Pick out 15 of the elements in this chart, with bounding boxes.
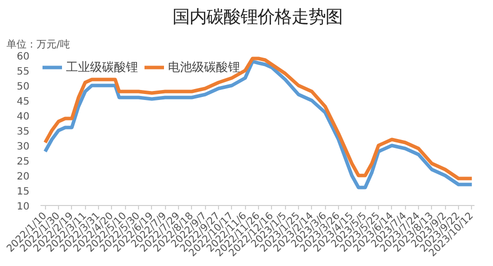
y-tick-label: 40 <box>16 112 30 122</box>
y-tick-label: 30 <box>16 142 30 152</box>
chart-title: 国内碳酸锂价格走势图 <box>172 8 342 28</box>
y-tick-label: 35 <box>16 126 30 138</box>
text: 单位：万元/吨 <box>6 38 70 50</box>
y-tick-label: 60 <box>16 52 30 62</box>
y-tick-label: 50 <box>16 82 30 92</box>
legend-label: 电池级碳酸锂 <box>168 58 240 76</box>
y-tick-label: 25 <box>16 156 30 168</box>
y-tick-label: 10 <box>16 202 30 212</box>
y-tick-label: 45 <box>16 96 30 108</box>
y-tick-label: 55 <box>16 66 30 78</box>
y-tick-label: 20 <box>16 172 30 182</box>
legend-label: 工业级碳酸锂 <box>66 58 138 76</box>
y-tick-label: 15 <box>16 186 30 198</box>
